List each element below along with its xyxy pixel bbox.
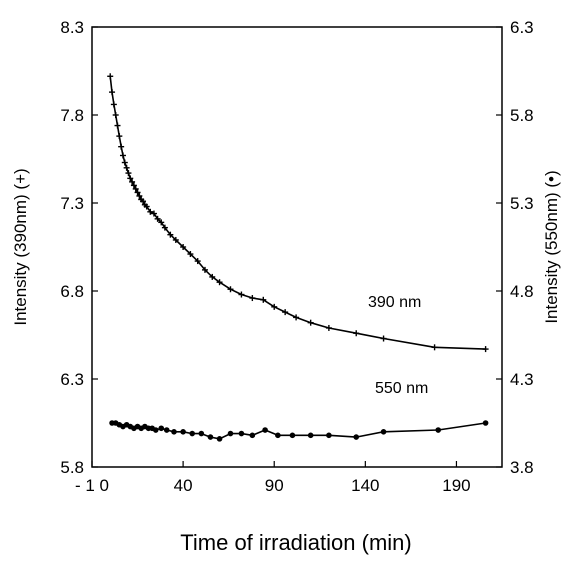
series-point-plus (201, 266, 208, 273)
series-point-plus (325, 324, 332, 331)
series-label-390: 390 nm (368, 294, 421, 311)
series-point-plus (127, 175, 134, 182)
series-point-plus (158, 219, 165, 226)
y-left-tick-label: 8.3 (60, 18, 84, 37)
series-point-dot (238, 430, 245, 437)
series-point-plus (116, 133, 123, 140)
series-point-plus (216, 279, 223, 286)
series-point-dot (326, 432, 332, 439)
y-right-tick-label: 4.3 (510, 370, 534, 389)
y-right-tick-label: 4.8 (510, 282, 534, 301)
series-point-dot (289, 432, 296, 439)
series-point-plus (482, 346, 489, 353)
series-point-dot (307, 432, 314, 439)
x-tick-label: 40 (174, 476, 193, 495)
y-left-tick-label: 6.8 (60, 282, 84, 301)
series-point-plus (143, 203, 150, 210)
series-point-plus (282, 309, 289, 316)
series-point-plus (121, 159, 128, 166)
series-point-plus (132, 185, 139, 192)
series-point-dot (158, 425, 165, 432)
series-point-plus (187, 251, 194, 258)
series-point-plus (125, 170, 132, 177)
series-point-plus (110, 101, 117, 108)
x-tick-label: 140 (351, 476, 379, 495)
y-right-ticks: 3.8 4.3 4.8 5.3 5.8 6.3 (496, 18, 534, 477)
series-point-dot (380, 429, 387, 435)
series-point-dot (435, 427, 442, 433)
y-left-tick-label: 7.3 (60, 194, 84, 213)
series-point-plus (167, 231, 174, 238)
y-left-ticks: 5.8 6.3 6.8 7.3 7.8 8.3 (60, 18, 98, 477)
series-point-dot (216, 436, 223, 442)
series-point-dot (180, 429, 186, 435)
y-right-tick-label: 5.3 (510, 194, 534, 213)
series-point-dot (482, 420, 489, 426)
series-point-plus (130, 182, 137, 189)
series-layer (107, 73, 489, 442)
series-point-plus (271, 303, 278, 310)
series-point-plus (161, 224, 168, 231)
series-point-plus (353, 330, 360, 337)
series-point-plus (194, 258, 201, 265)
series-point-plus (249, 295, 256, 302)
series-point-plus (172, 236, 179, 243)
series-point-plus (129, 178, 136, 185)
y-left-tick-label: 7.8 (60, 106, 84, 125)
y-left-tick-label: 5.8 (60, 458, 84, 477)
series-point-dot (163, 427, 170, 433)
series-point-dot (198, 430, 205, 437)
series-point-plus (134, 189, 141, 196)
series-point-plus (180, 244, 187, 250)
series-point-plus (119, 152, 126, 159)
series-point-plus (114, 122, 121, 129)
series-point-plus (118, 143, 125, 150)
x-ticks: - 1 0 40 90 140 190 (75, 461, 471, 495)
y-right-tick-label: 6.3 (510, 18, 534, 37)
series-point-plus (293, 314, 300, 321)
y-right-tick-label: 3.8 (510, 458, 534, 477)
x-tick-label: 90 (265, 476, 284, 495)
series-point-dot (207, 434, 214, 440)
series-point-dot (152, 427, 159, 433)
series-point-dot (262, 427, 268, 433)
series-point-plus (307, 319, 314, 326)
series-point-dot (249, 432, 256, 439)
series-point-dot (171, 429, 177, 435)
series-point-dot (353, 434, 360, 440)
series-point-dot (275, 432, 281, 439)
x-axis-title: Time of irradiation (min) (180, 530, 411, 555)
series-line-0 (109, 76, 486, 350)
series-point-plus (140, 198, 147, 205)
series-point-plus (147, 208, 154, 215)
y-right-axis-title: Intensity (550nm) (•) (542, 170, 561, 323)
series-point-plus (150, 210, 157, 217)
y-right-tick-label: 5.8 (510, 106, 534, 125)
series-point-dot (227, 430, 234, 437)
series-point-plus (238, 291, 245, 298)
series-label-550: 550 nm (375, 380, 428, 397)
y-left-axis-title: Intensity (390nm) (+) (11, 168, 30, 325)
series-point-plus (107, 73, 114, 80)
series-point-plus (431, 344, 438, 351)
series-point-plus (112, 112, 119, 118)
x-tick-label: - 1 0 (75, 476, 109, 495)
series-point-plus (227, 286, 234, 293)
series-point-plus (154, 215, 161, 222)
plot-frame (91, 26, 503, 468)
series-point-plus (380, 335, 387, 342)
series-point-plus (260, 296, 267, 303)
series-point-plus (136, 192, 143, 199)
series-point-plus (123, 164, 130, 171)
series-point-plus (109, 89, 116, 96)
y-left-tick-label: 6.3 (60, 370, 84, 389)
x-tick-label: 190 (442, 476, 470, 495)
series-point-dot (189, 430, 196, 437)
series-point-plus (209, 273, 216, 280)
